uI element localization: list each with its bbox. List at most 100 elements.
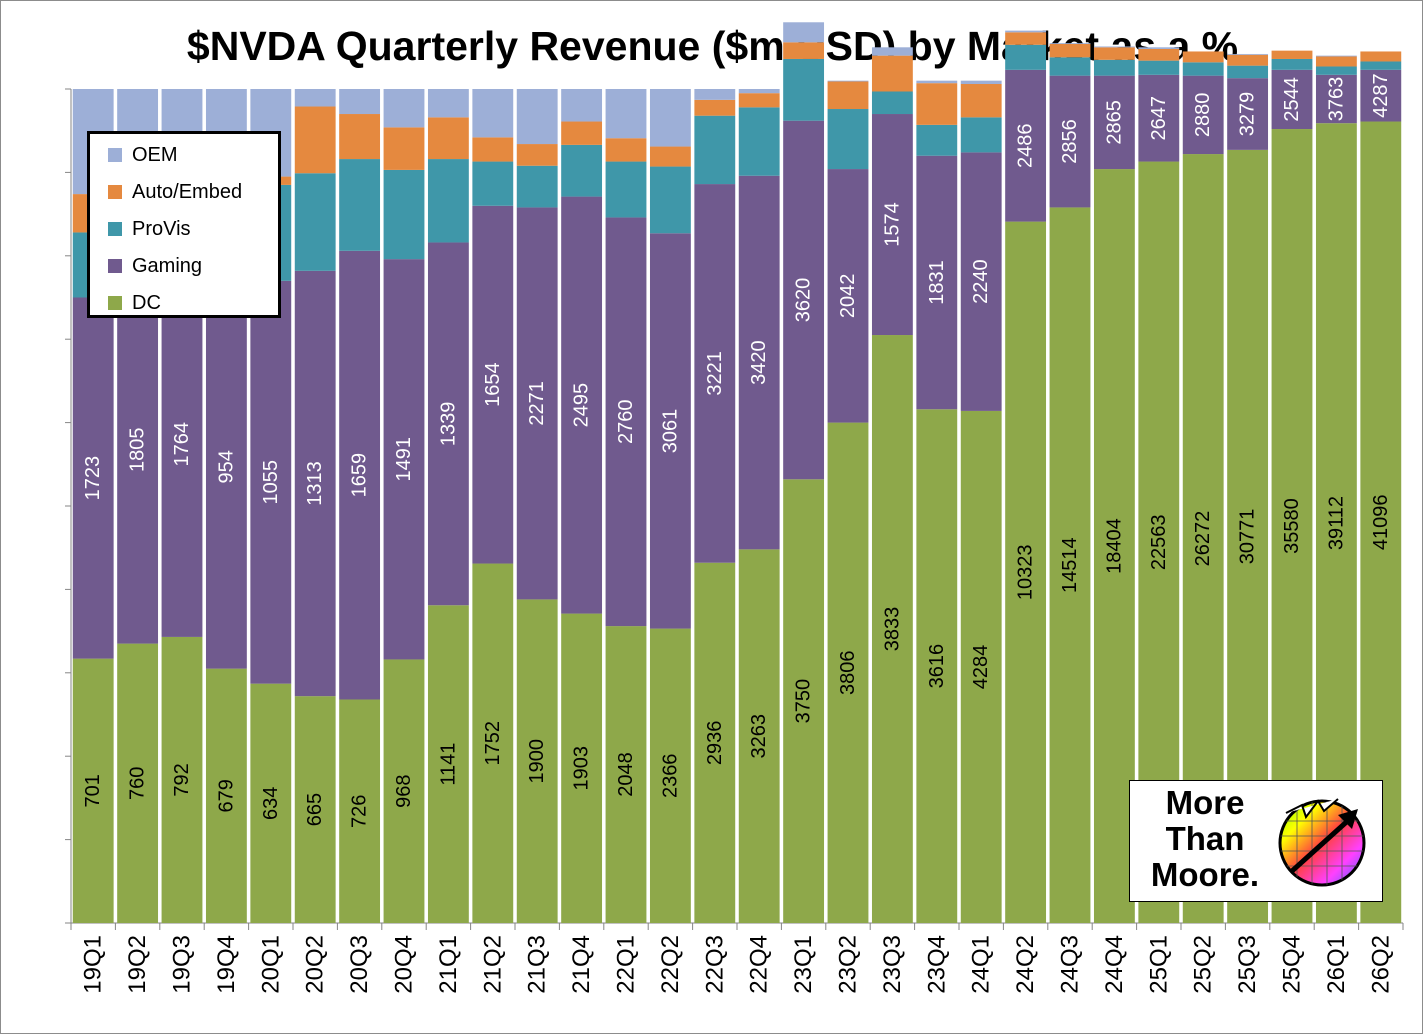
bar-auto-embed-21Q1 — [427, 117, 469, 160]
data-label-gaming-22Q1: 2760 — [615, 400, 637, 445]
data-labels-layer: 701 1723 760 1805 792 1764 679 954 634 1055 665 131… — [82, 73, 1392, 828]
bar-gaming-25Q4 — [1271, 69, 1313, 130]
bar-provis-24Q1 — [960, 117, 1002, 153]
data-label-dc-26Q2: 41096 — [1370, 494, 1392, 550]
bar-gaming-23Q3 — [871, 114, 913, 336]
bar-dc-24Q2 — [1005, 221, 1047, 923]
data-label-gaming-21Q3: 2271 — [526, 381, 548, 426]
bar-oem-24Q2 — [1005, 30, 1047, 33]
bar-auto-embed-23Q2 — [827, 81, 869, 110]
bar-dc-21Q1 — [427, 605, 469, 923]
data-label-gaming-24Q3: 2856 — [1059, 119, 1081, 164]
x-tick-label-19Q1: 19Q1 — [80, 935, 107, 994]
rainbow-chip-arrow-icon — [1278, 798, 1366, 887]
data-label-dc-20Q3: 726 — [349, 795, 371, 828]
data-label-dc-24Q1: 4284 — [970, 645, 992, 690]
data-label-dc-24Q4: 18404 — [1103, 518, 1125, 574]
data-label-gaming-21Q4: 2495 — [571, 383, 593, 428]
bar-auto-embed-21Q4 — [561, 121, 603, 145]
x-tick-labels-layer: 19Q1 19Q2 19Q3 19Q4 20Q1 20Q2 20Q3 20Q4 21Q1 21Q2… — [80, 935, 1395, 994]
bar-oem-25Q3 — [1227, 53, 1269, 55]
x-tick-label-21Q2: 21Q2 — [479, 935, 506, 994]
bar-provis-24Q2 — [1005, 44, 1047, 70]
bar-dc-22Q1 — [605, 626, 647, 923]
legend-swatch-provis — [108, 222, 122, 236]
legend-label-dc: DC — [132, 291, 161, 314]
bar-oem-20Q2 — [294, 89, 336, 107]
x-tick-label-23Q4: 23Q4 — [923, 935, 950, 994]
data-label-gaming-25Q4: 2544 — [1281, 77, 1303, 122]
data-label-gaming-19Q3: 1764 — [171, 422, 193, 467]
axis-layer — [65, 88, 1404, 930]
bar-gaming-20Q4 — [383, 259, 425, 660]
x-tick-label-23Q3: 23Q3 — [879, 935, 906, 994]
bar-auto-embed-22Q2 — [649, 146, 691, 167]
x-tick-label-20Q4: 20Q4 — [391, 935, 418, 994]
x-tick-label-26Q2: 26Q2 — [1367, 935, 1394, 994]
bar-dc-19Q4 — [205, 668, 247, 923]
data-label-gaming-20Q1: 1055 — [260, 460, 282, 505]
bar-provis-23Q4 — [916, 124, 958, 156]
data-label-gaming-22Q4: 3420 — [748, 340, 770, 385]
bar-gaming-21Q2 — [472, 205, 514, 564]
bar-oem-22Q3 — [694, 89, 736, 100]
bar-dc-20Q2 — [294, 696, 336, 923]
bar-gaming-24Q4 — [1093, 75, 1135, 170]
bar-auto-embed-25Q4 — [1271, 50, 1313, 59]
legend-label-provis: ProVis — [132, 217, 191, 240]
data-label-gaming-20Q4: 1491 — [393, 437, 415, 482]
bar-gaming-21Q4 — [561, 196, 603, 614]
x-tick-label-22Q2: 22Q2 — [657, 935, 684, 994]
bar-provis-25Q3 — [1227, 65, 1269, 79]
bar-auto-embed-26Q1 — [1315, 56, 1357, 67]
bar-gaming-20Q2 — [294, 270, 336, 697]
data-label-dc-20Q1: 634 — [260, 787, 282, 820]
bar-auto-embed-25Q2 — [1182, 51, 1224, 63]
bar-auto-embed-26Q2 — [1360, 51, 1402, 62]
data-label-dc-24Q2: 10323 — [1015, 544, 1037, 600]
bar-dc-23Q2 — [827, 422, 869, 923]
x-tick-label-25Q4: 25Q4 — [1279, 935, 1306, 994]
legend-swatch-auto-embed — [108, 185, 122, 199]
x-tick-label-19Q2: 19Q2 — [124, 935, 151, 994]
x-tick-label-23Q2: 23Q2 — [835, 935, 862, 994]
bar-auto-embed-24Q2 — [1005, 32, 1047, 45]
bar-provis-22Q3 — [694, 115, 736, 185]
bar-oem-22Q2 — [649, 89, 691, 147]
bar-oem-21Q3 — [516, 89, 558, 145]
bar-auto-embed-20Q4 — [383, 127, 425, 170]
bar-provis-25Q1 — [1138, 60, 1180, 75]
bar-gaming-22Q2 — [649, 233, 691, 629]
data-label-dc-26Q1: 39112 — [1325, 496, 1347, 550]
bar-auto-embed-23Q4 — [916, 83, 958, 125]
bar-dc-22Q2 — [649, 628, 691, 923]
bar-gaming-26Q1 — [1315, 74, 1357, 124]
data-label-gaming-24Q2: 2486 — [1015, 123, 1037, 168]
bar-provis-25Q2 — [1182, 62, 1224, 76]
x-tick-label-26Q1: 26Q1 — [1323, 935, 1350, 994]
x-tick-label-24Q3: 24Q3 — [1057, 935, 1084, 994]
bar-provis-20Q4 — [383, 169, 425, 260]
legend-item-dc: DC — [108, 288, 161, 318]
bar-gaming-26Q2 — [1360, 69, 1402, 122]
data-label-dc-20Q2: 665 — [304, 793, 326, 826]
bar-gaming-24Q3 — [1049, 75, 1091, 208]
bar-dc-22Q3 — [694, 562, 736, 923]
x-tick-label-25Q2: 25Q2 — [1190, 935, 1217, 994]
bar-provis-20Q2 — [294, 173, 336, 271]
legend-label-auto-embed: Auto/Embed — [132, 180, 243, 203]
data-label-dc-22Q3: 2936 — [704, 721, 726, 766]
bar-oem-25Q1 — [1138, 47, 1180, 49]
legend-label-oem: OEM — [132, 143, 178, 166]
legend-item-provis: ProVis — [108, 214, 191, 244]
bar-dc-20Q1 — [250, 683, 292, 923]
bar-dc-23Q3 — [871, 335, 913, 923]
legend-item-auto-embed: Auto/Embed — [108, 177, 242, 207]
x-tick-label-25Q3: 25Q3 — [1234, 935, 1261, 994]
bar-gaming-22Q4 — [738, 175, 780, 550]
data-label-dc-22Q2: 2366 — [659, 754, 681, 799]
bar-gaming-22Q3 — [694, 184, 736, 563]
data-label-gaming-23Q3: 1574 — [881, 202, 903, 247]
data-label-dc-23Q1: 3750 — [793, 679, 815, 724]
